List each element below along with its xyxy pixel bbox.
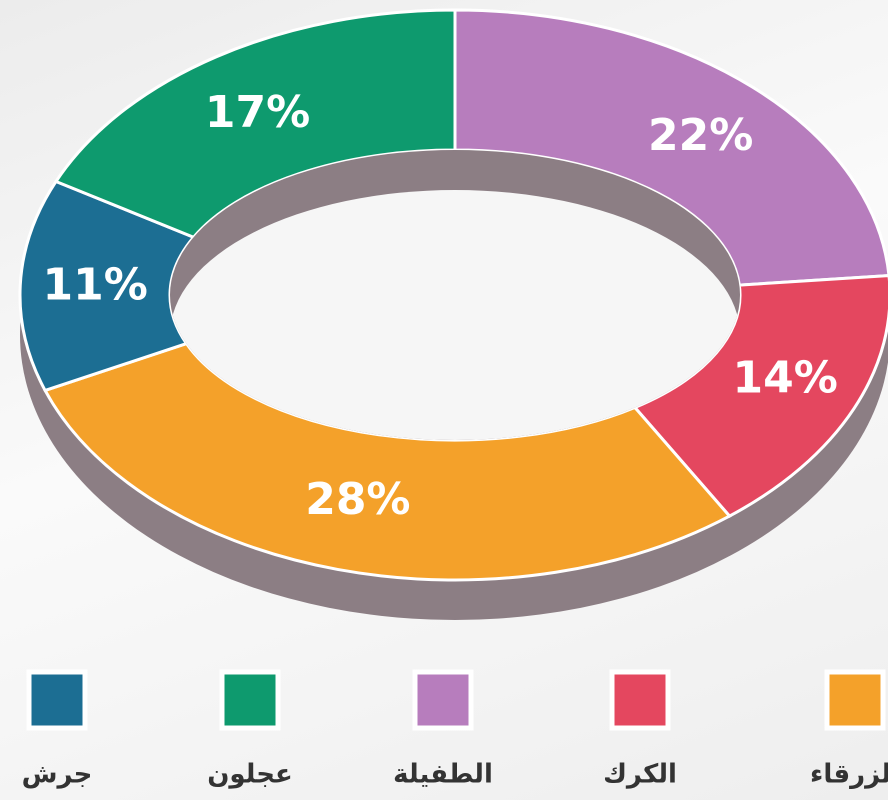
legend-label: الكرك <box>603 760 677 790</box>
legend-swatch <box>219 669 281 731</box>
legend-label: الزرقاء <box>810 760 888 790</box>
data-label: 17% <box>205 87 310 138</box>
data-label: 14% <box>733 353 838 404</box>
data-label: 22% <box>648 110 753 161</box>
data-label: 11% <box>43 260 148 311</box>
legend-swatch <box>609 669 671 731</box>
legend-swatch <box>26 669 88 731</box>
hole <box>170 190 740 440</box>
legend-swatch <box>412 669 474 731</box>
legend-swatch <box>824 669 886 731</box>
legend-label: عجلون <box>207 760 293 790</box>
legend-label: جرش <box>22 760 93 790</box>
legend-label: الطفيلة <box>393 760 493 790</box>
data-label: 28% <box>305 474 410 525</box>
